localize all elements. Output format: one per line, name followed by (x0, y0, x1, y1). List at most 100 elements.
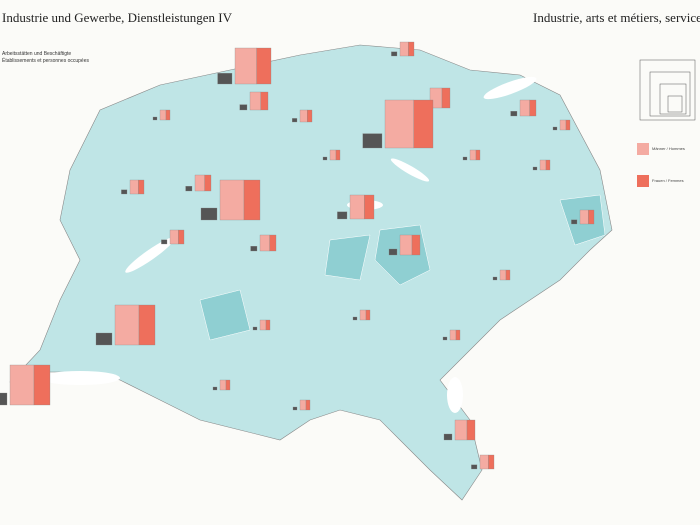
symbol-part (539, 159, 547, 171)
symbol-part (169, 229, 179, 245)
symbol-part (559, 119, 567, 131)
symbol-part (469, 149, 477, 161)
symbol-part (579, 209, 589, 225)
symbol-part (299, 399, 307, 411)
symbol-part (455, 329, 461, 341)
symbol-part (243, 179, 261, 221)
symbol-part (161, 239, 168, 245)
legend-heading-fr: Établissements et personnes occupées (2, 57, 89, 64)
symbol-part (269, 234, 277, 252)
symbol-part (165, 109, 171, 121)
symbol-part (384, 99, 414, 149)
symbol-part (565, 119, 571, 131)
symbol-part (178, 229, 185, 245)
symbol-part (365, 309, 371, 321)
title-fr: Industrie, arts et métiers, services IV (533, 10, 700, 25)
symbol-part (234, 47, 257, 85)
symbol-part (588, 209, 595, 225)
symbol-part (138, 304, 156, 346)
symbol-part (204, 174, 212, 192)
symbol-part (413, 99, 434, 149)
symbol-part (265, 319, 271, 331)
symbol-part (388, 248, 398, 256)
symbol-part (352, 316, 358, 321)
symbol-part (411, 234, 421, 256)
symbol-part (466, 419, 476, 441)
symbol-part (475, 149, 481, 161)
symbol-part (519, 99, 530, 117)
symbol-part (443, 433, 453, 441)
symbol-part (492, 276, 498, 281)
symbol-part (159, 109, 167, 121)
symbol-part (510, 111, 518, 117)
legend-heading-de: Arbeitsstätten und Beschäftigte (2, 51, 71, 57)
symbol-part (471, 464, 478, 470)
symbol-part (479, 454, 489, 470)
symbol-part (239, 104, 248, 111)
symbols (0, 41, 595, 470)
symbol-part (259, 319, 267, 331)
symbol-part (449, 329, 457, 341)
symbol-part (552, 126, 558, 131)
symbol-part (532, 166, 538, 171)
symbol-part (322, 156, 328, 161)
symbol-part (252, 326, 258, 331)
symbol-part (121, 189, 128, 195)
symbol-part (408, 41, 415, 57)
symbol-part (299, 109, 308, 123)
symbol-part (545, 159, 551, 171)
symbol-part (129, 179, 139, 195)
symbol-part (399, 41, 409, 57)
symbol-part (505, 269, 511, 281)
symbol-part (9, 364, 35, 406)
symbol-part (499, 269, 507, 281)
symbol-part (305, 399, 311, 411)
symbol-part (185, 186, 193, 192)
symbol-part (364, 194, 375, 220)
symbol-part (307, 109, 313, 123)
symbol-part (217, 73, 233, 85)
symbol-part (335, 149, 341, 161)
symbol-part (442, 336, 448, 341)
symbol-part (219, 179, 245, 221)
title-de: Industrie und Gewerbe, Dienstleistungen … (2, 10, 233, 25)
symbol-part (200, 207, 218, 221)
symbol-part (212, 386, 218, 391)
symbol-part (571, 219, 578, 225)
symbol-part (462, 156, 468, 161)
symbol-part (249, 91, 261, 111)
symbol-part (259, 234, 270, 252)
symbol-part (225, 379, 231, 391)
legend-men: Männer / Hommes (652, 146, 685, 151)
symbol-part (260, 91, 269, 111)
legend-sizes (639, 59, 696, 121)
symbol-part (529, 99, 537, 117)
symbol-part (114, 304, 140, 346)
legend-men-swatch (637, 143, 649, 155)
symbol-part (362, 133, 383, 149)
symbol-part (194, 174, 205, 192)
symbol-part (152, 116, 158, 121)
legend-women: Frauen / Femmes (652, 178, 684, 183)
symbol-part (250, 246, 258, 252)
symbol-part (391, 51, 398, 57)
symbol-part (337, 211, 348, 220)
symbol-part (292, 406, 298, 411)
symbol-part (329, 149, 337, 161)
legend-women-swatch (637, 175, 649, 187)
symbol-part (488, 454, 495, 470)
symbol-part (219, 379, 227, 391)
symbol-part (0, 392, 8, 406)
symbol-part (359, 309, 367, 321)
symbol-part (349, 194, 365, 220)
symbol-part (441, 87, 451, 109)
symbol-part (256, 47, 272, 85)
symbol-part (33, 364, 51, 406)
symbol-part (399, 234, 413, 256)
symbol-part (454, 419, 468, 441)
symbol-part (138, 179, 145, 195)
symbol-part (292, 118, 298, 123)
symbol-part (95, 332, 113, 346)
